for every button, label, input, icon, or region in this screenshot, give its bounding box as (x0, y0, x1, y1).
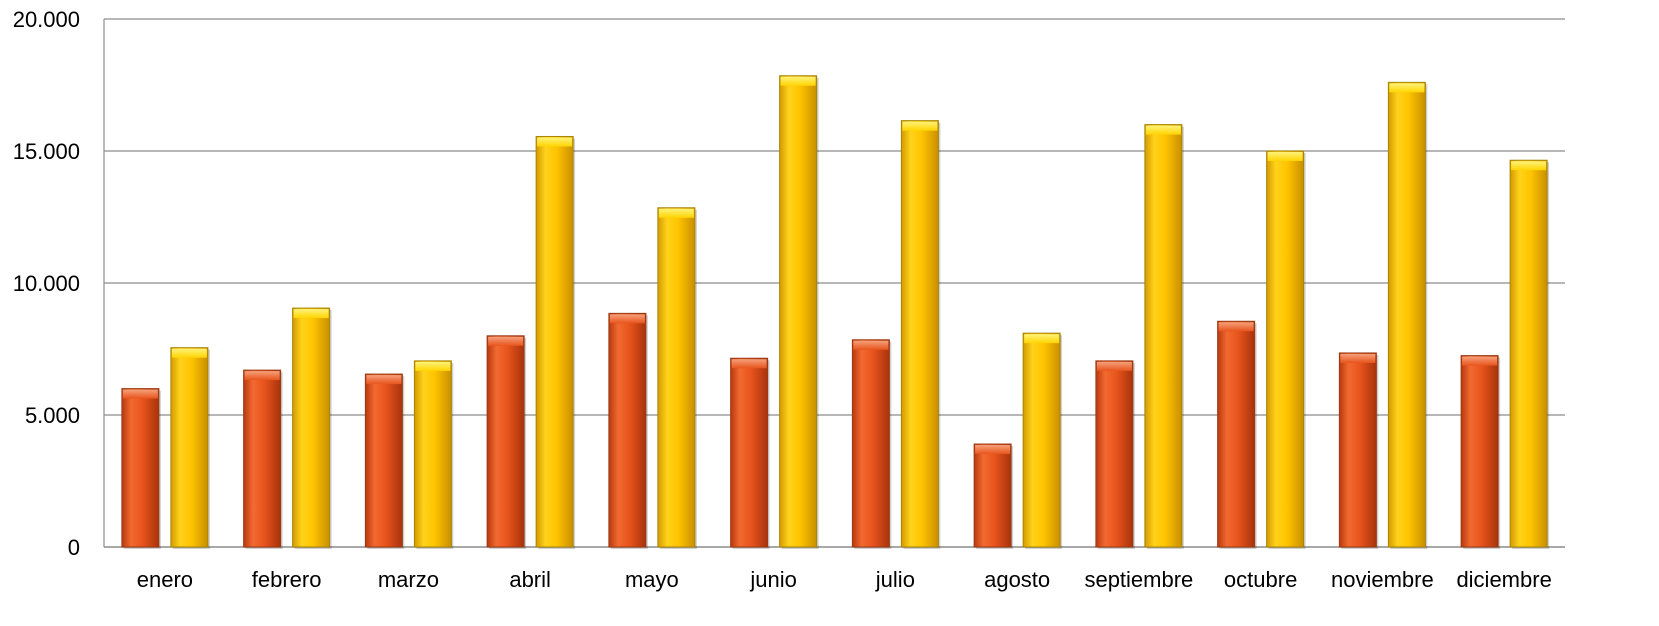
bar-highlight (1145, 125, 1181, 135)
bar-body (243, 369, 282, 548)
bar-highlight (975, 445, 1011, 455)
bar-body (1144, 124, 1183, 548)
bar-abril-series-1 (486, 335, 527, 549)
x-category-label: junio (749, 567, 796, 592)
y-tick-label: 5.000 (25, 403, 80, 428)
bar-highlight (1218, 322, 1254, 332)
y-axis-ticks: 0 5.000 10.000 15.000 20.000 (13, 7, 80, 560)
bar-body (1095, 360, 1134, 548)
bar-body (1387, 81, 1426, 548)
x-axis-categories: enero febrero marzo abril mayo junio julio agos… (137, 567, 1552, 592)
bar-body (486, 335, 525, 548)
bar-noviembre-series-1 (1338, 352, 1379, 549)
bar-highlight (122, 389, 158, 399)
bar-octubre-series-1 (1217, 320, 1257, 549)
bar-enero-series-1 (121, 388, 161, 549)
bar-body (1266, 150, 1305, 548)
bar-highlight (415, 361, 451, 371)
bar-agosto-series-2 (1022, 332, 1063, 549)
bar-body (900, 120, 939, 548)
bar-body (1338, 352, 1377, 548)
bar-body (730, 357, 769, 548)
bar-body (973, 443, 1012, 548)
y-tick-label: 20.000 (13, 7, 80, 32)
x-category-label: julio (875, 567, 915, 592)
x-category-label: abril (509, 567, 551, 592)
bar-body (292, 307, 331, 548)
gridlines (103, 18, 1565, 548)
bar-highlight (658, 208, 694, 218)
y-tick-label: 15.000 (13, 139, 80, 164)
bar-octubre-series-2 (1266, 150, 1306, 549)
bar-body (1022, 332, 1061, 548)
bar-diciembre-series-1 (1460, 355, 1501, 549)
bar-body (535, 135, 574, 548)
x-category-label: noviembre (1331, 567, 1434, 592)
bar-highlight (488, 336, 524, 346)
bar-diciembre-series-2 (1509, 159, 1550, 550)
bar-mayo-series-2 (657, 207, 697, 549)
x-category-label: enero (137, 567, 193, 592)
bar-highlight (293, 309, 329, 319)
bar-mayo-series-1 (608, 312, 648, 549)
bar-body (121, 388, 160, 548)
bar-body (1509, 159, 1548, 548)
bar-highlight (244, 371, 280, 381)
bar-body (779, 75, 818, 548)
bar-highlight (1389, 83, 1425, 93)
bar-julio-series-2 (900, 120, 941, 549)
bar-body (1217, 320, 1256, 548)
bars (121, 75, 1550, 550)
bar-septiembre-series-1 (1095, 360, 1135, 549)
bar-febrero-series-1 (243, 369, 283, 549)
bar-highlight (731, 359, 767, 369)
bar-highlight (366, 375, 402, 385)
bar-highlight (780, 76, 816, 86)
bar-marzo-series-2 (413, 360, 454, 549)
bar-highlight (1096, 361, 1132, 371)
bar-highlight (1462, 356, 1498, 366)
bar-abril-series-2 (535, 135, 576, 550)
x-category-label: diciembre (1456, 567, 1551, 592)
bar-body (1460, 355, 1499, 548)
x-category-label: agosto (984, 567, 1050, 592)
bar-highlight (1340, 353, 1376, 363)
bar-body (170, 347, 209, 548)
y-tick-label: 0 (68, 535, 80, 560)
x-category-label: octubre (1224, 567, 1297, 592)
x-category-label: mayo (625, 567, 679, 592)
bar-enero-series-2 (170, 347, 210, 549)
bar-highlight (1024, 334, 1060, 344)
bar-marzo-series-1 (364, 373, 405, 549)
bar-body (413, 360, 452, 548)
bar-highlight (853, 340, 889, 350)
bar-highlight (171, 348, 207, 358)
bar-highlight (1267, 152, 1303, 161)
x-category-label: febrero (252, 567, 322, 592)
bar-junio-series-2 (779, 75, 819, 549)
bar-highlight (902, 121, 938, 131)
bar-highlight (537, 137, 573, 147)
bar-julio-series-1 (851, 339, 892, 549)
bar-body (608, 312, 647, 548)
x-category-label: marzo (378, 567, 439, 592)
bar-junio-series-1 (730, 357, 770, 549)
bar-septiembre-series-2 (1144, 124, 1184, 549)
x-category-label: septiembre (1084, 567, 1193, 592)
bar-body (657, 207, 696, 548)
bar-febrero-series-2 (292, 307, 332, 549)
bar-highlight (1511, 161, 1547, 171)
bar-body (851, 339, 890, 548)
bar-body (364, 373, 403, 548)
y-tick-label: 10.000 (13, 271, 80, 296)
bar-highlight (609, 314, 645, 324)
bar-agosto-series-1 (973, 443, 1014, 549)
bar-noviembre-series-2 (1387, 81, 1428, 550)
